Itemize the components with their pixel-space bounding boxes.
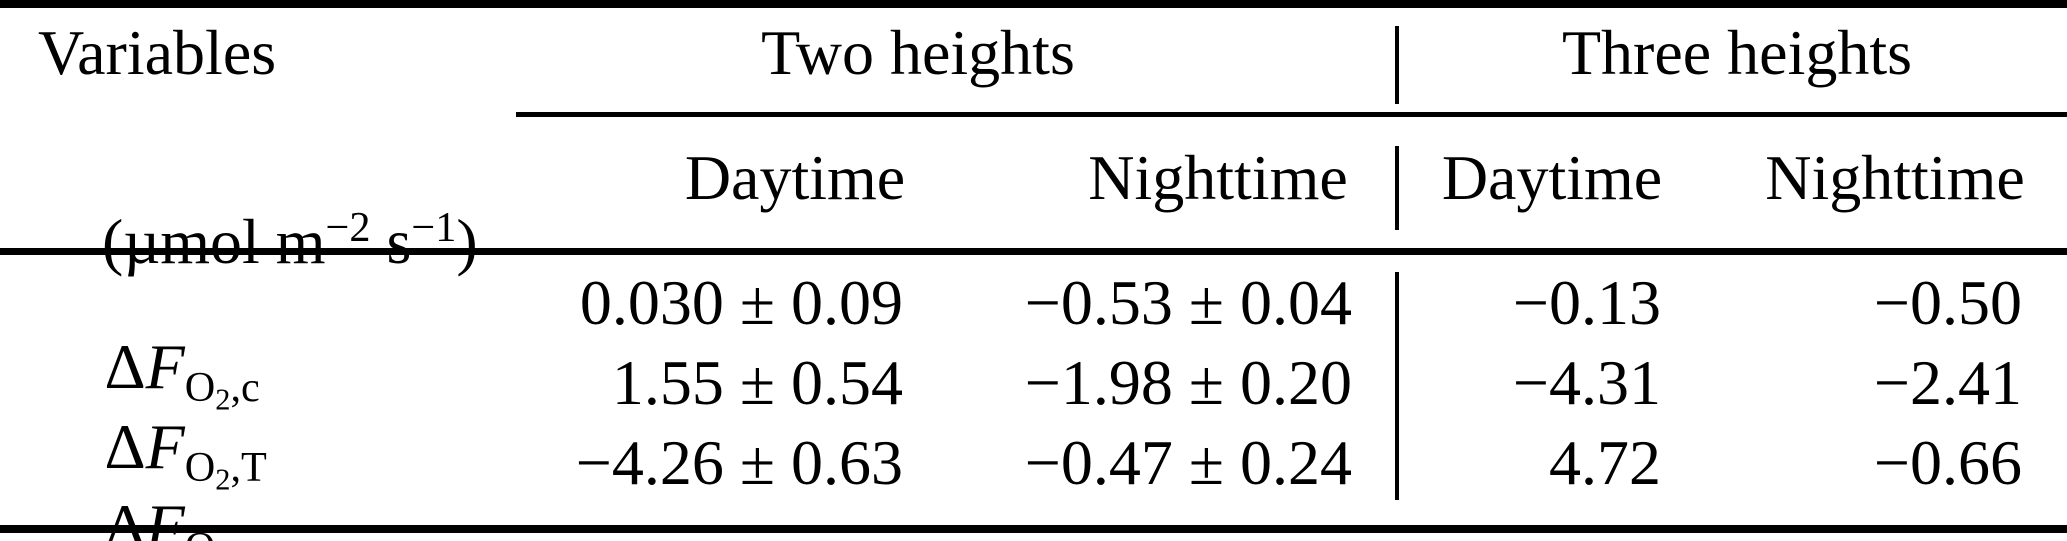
subscript-number: 2: [215, 462, 231, 497]
vertical-divider-middle: [1395, 146, 1399, 230]
bottom-rule: [0, 525, 2067, 533]
value-two-nighttime-row-3: −0.47 ± 0.24: [1024, 427, 1352, 498]
value-three-nighttime-row-3: −0.66: [1873, 427, 2022, 498]
delta-symbol: Δ: [104, 411, 146, 482]
value-two-daytime-row-2: 1.55 ± 0.54: [611, 347, 903, 418]
three-heights-nighttime-header: Nighttime: [1765, 142, 2025, 213]
flux-symbol: F: [145, 491, 185, 541]
unit-close: ): [456, 206, 478, 277]
value-three-daytime-row-2: −4.31: [1512, 347, 1661, 418]
value-three-nighttime-row-1: −0.50: [1873, 267, 2022, 338]
unit-header: (µmol m−2 s−1): [38, 146, 478, 338]
group-underline-rule: [516, 112, 2067, 117]
delta-symbol: Δ: [104, 331, 146, 402]
subscript-tail: ,T: [230, 443, 267, 491]
value-two-daytime-row-3: −4.26 ± 0.63: [575, 427, 903, 498]
value-two-nighttime-row-2: −1.98 ± 0.20: [1024, 347, 1352, 418]
unit-exponent-2: −1: [411, 204, 457, 252]
variable-label-row-3: ΔFO2,v: [44, 431, 262, 541]
group-header-three-heights: Three heights: [1561, 17, 1913, 88]
flux-symbol: F: [145, 411, 185, 482]
subscript-tail: ,c: [230, 363, 260, 411]
value-three-daytime-row-1: −0.13: [1512, 267, 1661, 338]
value-two-daytime-row-1: 0.030 ± 0.09: [579, 267, 903, 338]
variable-label-row-1: ΔFO2,c: [44, 271, 260, 463]
vertical-divider-body: [1395, 272, 1399, 500]
subscript-species: O: [184, 363, 216, 411]
two-heights-nighttime-header: Nighttime: [1088, 142, 1348, 213]
variables-header: Variables: [38, 17, 277, 88]
variable-label-row-2: ΔFO2,T: [44, 351, 267, 541]
value-three-nighttime-row-2: −2.41: [1873, 347, 2022, 418]
flux-symbol: F: [145, 331, 185, 402]
two-heights-daytime-header: Daytime: [684, 142, 906, 213]
value-three-daytime-row-3: 4.72: [1549, 427, 1661, 498]
subscript-number: 2: [215, 382, 231, 417]
unit-mid: s: [370, 206, 412, 277]
unit-open: (µmol m: [102, 206, 326, 277]
top-rule: [0, 0, 2067, 8]
header-body-rule: [0, 248, 2067, 255]
three-heights-daytime-header: Daytime: [1441, 142, 1663, 213]
value-two-nighttime-row-1: −0.53 ± 0.04: [1024, 267, 1352, 338]
subscript-species: O: [185, 524, 216, 541]
delta-symbol: Δ: [104, 491, 146, 541]
group-header-two-heights: Two heights: [761, 17, 1075, 88]
unit-exponent-1: −2: [325, 204, 371, 252]
vertical-divider-top: [1395, 26, 1399, 104]
subscript-tail: ,v: [230, 524, 262, 541]
subscript-species: O: [184, 443, 216, 491]
